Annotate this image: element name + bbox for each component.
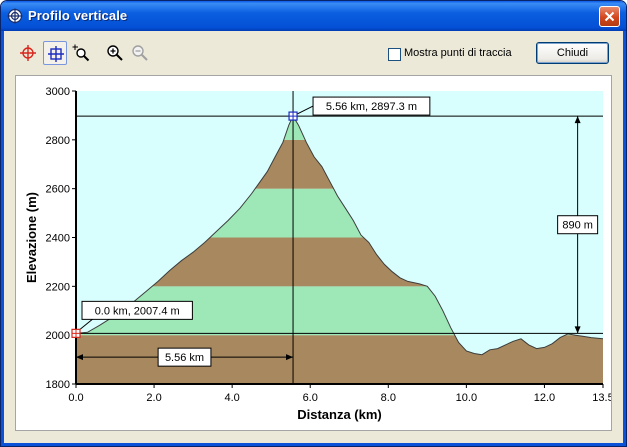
zoom-in-icon — [107, 45, 123, 61]
x-tick-label: 4.0 — [224, 392, 239, 404]
show-track-points-label[interactable]: Mostra punti di traccia — [404, 47, 512, 59]
window-frame-bottom — [1, 443, 626, 446]
elevation-diff-label-box — [557, 215, 599, 235]
x-tick-label: 6.0 — [303, 392, 318, 404]
close-icon — [604, 11, 615, 22]
arrowhead — [286, 354, 294, 361]
y-tick-label: 2800 — [46, 135, 70, 147]
zoom-select-icon — [72, 44, 90, 62]
window-title: Profilo verticale — [28, 8, 128, 23]
elevation-profile-chart[interactable]: 1800 2000 2200 2400 2600 2800 3000 0.0 2.0 4.0 6.0… — [16, 76, 614, 430]
red-crosshair-tool[interactable] — [16, 41, 40, 65]
x-tick-label: 13.5 — [592, 392, 611, 404]
arrowhead — [76, 354, 83, 361]
elevation-diff-label: 890 m — [562, 220, 593, 232]
cursor-callout-leader — [296, 105, 314, 115]
title-bar[interactable]: Profilo verticale — [1, 1, 626, 31]
blue-crosshair-icon — [48, 46, 64, 62]
show-track-points-checkbox[interactable] — [388, 48, 401, 61]
start-point-label-box — [81, 300, 193, 320]
app-icon — [7, 8, 23, 24]
x-tick-label: 12.0 — [534, 392, 555, 404]
zoom-select-tool[interactable] — [69, 41, 93, 65]
x-tick-label: 8.0 — [381, 392, 396, 404]
blue-crosshair-tool[interactable] — [43, 41, 67, 65]
y-tick-label: 1800 — [46, 379, 70, 391]
x-tick-label: 0.0 — [68, 392, 83, 404]
arrowhead — [574, 116, 581, 124]
y-tick-label: 3000 — [46, 86, 70, 98]
window-close-button[interactable] — [599, 6, 620, 27]
zoom-out-icon — [132, 45, 148, 61]
close-button[interactable]: Chiudi — [536, 42, 609, 64]
distance-label-box — [157, 347, 212, 367]
window-frame-left — [1, 31, 4, 446]
y-tick-label: 2000 — [46, 330, 70, 342]
arrowhead — [574, 326, 581, 334]
y-axis-title: Elevazione (m) — [24, 192, 39, 283]
cursor-point-label-box — [312, 96, 431, 116]
y-tick-label: 2400 — [46, 233, 70, 245]
elevation-band — [76, 335, 603, 384]
x-tick-label: 10.0 — [456, 392, 477, 404]
start-point-label: 0.0 km, 2007.4 m — [95, 305, 180, 317]
y-tick-label: 2600 — [46, 184, 70, 196]
x-axis-title: Distanza (km) — [297, 407, 382, 422]
cursor-point-label: 5.56 km, 2897.3 m — [326, 101, 417, 113]
window-frame-right — [623, 31, 626, 446]
x-tick-label: 2.0 — [146, 392, 161, 404]
zoom-in-tool[interactable] — [103, 41, 127, 65]
zoom-out-tool[interactable] — [128, 41, 152, 65]
y-tick-label: 2200 — [46, 281, 70, 293]
red-crosshair-icon — [20, 45, 36, 61]
distance-label: 5.56 km — [165, 352, 204, 364]
profile-line — [75, 115, 604, 356]
profile-chart-panel: 1800 2000 2200 2400 2600 2800 3000 0.0 2.0 4.0 6.0… — [15, 75, 614, 431]
